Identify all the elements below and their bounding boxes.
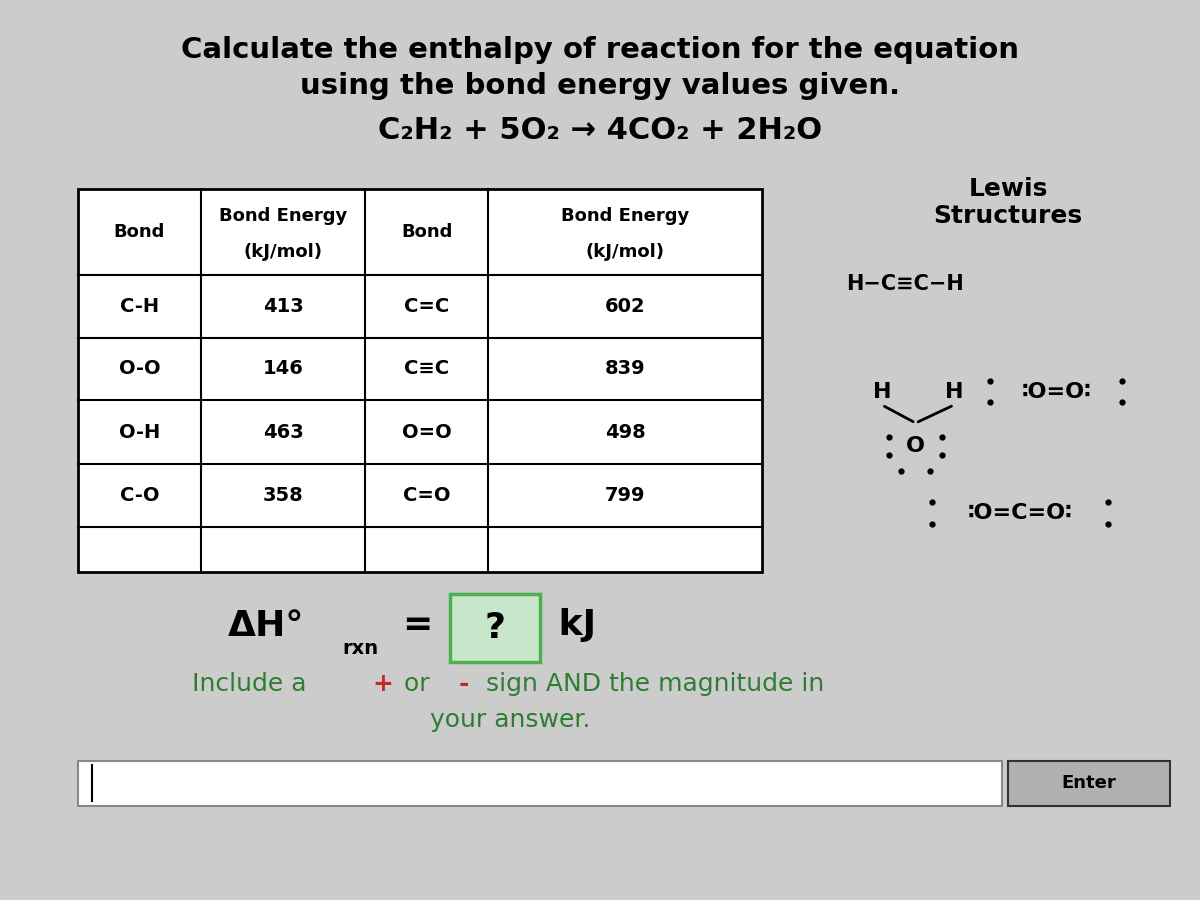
Text: (kJ/mol): (kJ/mol)	[244, 243, 323, 261]
Text: O: O	[906, 436, 925, 455]
Text: 799: 799	[605, 485, 646, 505]
Text: (kJ/mol): (kJ/mol)	[586, 243, 665, 261]
FancyBboxPatch shape	[450, 594, 540, 662]
Text: Calculate the enthalpy of reaction for the equation: Calculate the enthalpy of reaction for t…	[181, 35, 1019, 64]
Text: O-H: O-H	[119, 422, 160, 442]
Text: your answer.: your answer.	[430, 708, 590, 732]
Text: ∶O=C=O∶: ∶O=C=O∶	[967, 503, 1073, 523]
Text: Bond: Bond	[401, 223, 452, 240]
Text: H−C≡C−H: H−C≡C−H	[846, 274, 964, 293]
Text: C-H: C-H	[120, 296, 160, 316]
Text: O=O: O=O	[402, 422, 451, 442]
Text: kJ: kJ	[546, 608, 596, 643]
FancyBboxPatch shape	[78, 760, 1002, 806]
Text: 602: 602	[605, 296, 646, 316]
Text: rxn: rxn	[342, 638, 378, 658]
Text: H: H	[944, 382, 964, 401]
Text: ?: ?	[485, 611, 505, 644]
Text: C₂H₂ + 5O₂ → 4CO₂ + 2H₂O: C₂H₂ + 5O₂ → 4CO₂ + 2H₂O	[378, 116, 822, 145]
FancyBboxPatch shape	[1008, 760, 1170, 806]
Text: Bond: Bond	[114, 223, 166, 240]
Text: using the bond energy values given.: using the bond energy values given.	[300, 71, 900, 100]
Text: Enter: Enter	[1062, 774, 1116, 792]
Text: 463: 463	[263, 422, 304, 442]
Text: 498: 498	[605, 422, 646, 442]
Text: =: =	[402, 608, 432, 643]
Text: C=O: C=O	[403, 485, 450, 505]
Text: 839: 839	[605, 359, 646, 379]
Text: H: H	[872, 382, 892, 401]
Text: ΔH°: ΔH°	[228, 608, 305, 643]
Text: sign AND the magnitude in: sign AND the magnitude in	[478, 672, 824, 696]
Text: -: -	[458, 672, 469, 696]
Text: C≡C: C≡C	[404, 359, 450, 379]
Text: Include a: Include a	[192, 672, 314, 696]
Text: Lewis
Structures: Lewis Structures	[934, 176, 1082, 229]
Text: 358: 358	[263, 485, 304, 505]
Text: O-O: O-O	[119, 359, 161, 379]
Text: 413: 413	[263, 296, 304, 316]
Text: C-O: C-O	[120, 485, 160, 505]
Text: or: or	[396, 672, 438, 696]
FancyBboxPatch shape	[78, 189, 762, 572]
Text: Bond Energy: Bond Energy	[220, 207, 347, 225]
Text: 146: 146	[263, 359, 304, 379]
Text: ∶O=O∶: ∶O=O∶	[1021, 382, 1091, 401]
Text: +: +	[372, 672, 392, 696]
Text: Bond Energy: Bond Energy	[562, 207, 689, 225]
Text: C=C: C=C	[404, 296, 450, 316]
